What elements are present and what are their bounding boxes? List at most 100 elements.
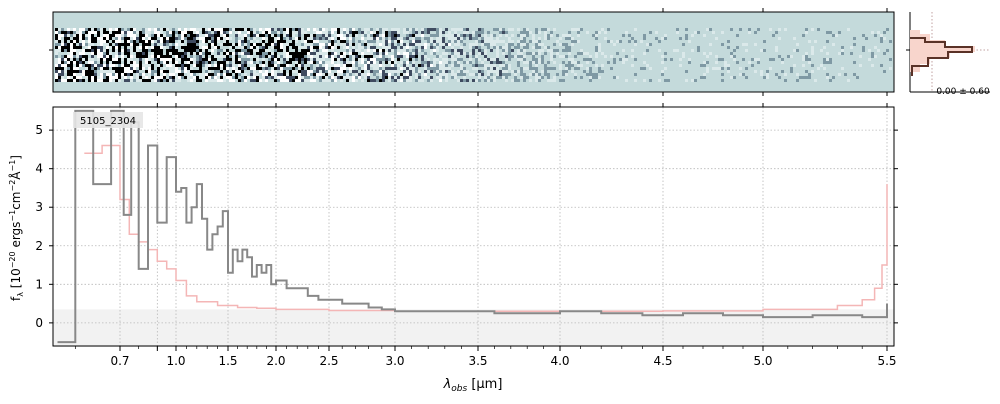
pixel-2d (556, 73, 559, 76)
pixel-2d (139, 61, 142, 64)
pixel-2d (679, 37, 682, 40)
pixel-2d (598, 76, 601, 79)
pixel-2d (550, 55, 553, 58)
pixel-2d (460, 67, 463, 70)
pixel-2d (100, 46, 103, 49)
pixel-2d (586, 73, 589, 76)
pixel-2d (490, 79, 493, 82)
pixel-2d (277, 64, 280, 67)
pixel-2d (178, 52, 181, 55)
pixel-2d (352, 49, 355, 52)
pixel-2d (190, 28, 193, 31)
pixel-2d (373, 61, 376, 64)
pixel-2d (478, 79, 481, 82)
pixel-2d (187, 46, 190, 49)
pixel-2d (532, 67, 535, 70)
pixel-2d (355, 61, 358, 64)
pixel-2d (295, 46, 298, 49)
pixel-2d (199, 64, 202, 67)
pixel-2d (487, 58, 490, 61)
pixel-2d (373, 40, 376, 43)
pixel-2d (391, 64, 394, 67)
pixel-2d (262, 79, 265, 82)
pixel-2d (307, 28, 310, 31)
pixel-2d (229, 64, 232, 67)
pixel-2d (436, 31, 439, 34)
pixel-2d (142, 49, 145, 52)
pixel-2d (253, 64, 256, 67)
pixel-2d (439, 40, 442, 43)
pixel-2d (331, 61, 334, 64)
pixel-2d (328, 43, 331, 46)
pixel-2d (376, 31, 379, 34)
pixel-2d (406, 52, 409, 55)
pixel-2d (442, 52, 445, 55)
pixel-2d (175, 37, 178, 40)
pixel-2d (556, 49, 559, 52)
pixel-2d (526, 76, 529, 79)
pixel-2d (481, 28, 484, 31)
pixel-2d (346, 61, 349, 64)
pixel-2d (379, 58, 382, 61)
pixel-2d (91, 52, 94, 55)
pixel-2d (157, 46, 160, 49)
pixel-2d (67, 79, 70, 82)
pixel-2d (226, 49, 229, 52)
pixel-2d (766, 73, 769, 76)
pixel-2d (175, 31, 178, 34)
pixel-2d (142, 40, 145, 43)
pixel-2d (319, 55, 322, 58)
pixel-2d (520, 34, 523, 37)
pixel-2d (418, 49, 421, 52)
pixel-2d (454, 34, 457, 37)
pixel-2d (448, 49, 451, 52)
pixel-2d (346, 55, 349, 58)
pixel-2d (421, 46, 424, 49)
pixel-2d (70, 64, 73, 67)
pixel-2d (232, 28, 235, 31)
pixel-2d (406, 31, 409, 34)
pixel-2d (331, 40, 334, 43)
pixel-2d (214, 55, 217, 58)
pixel-2d (184, 67, 187, 70)
pixel-2d (271, 52, 274, 55)
pixel-2d (286, 28, 289, 31)
pixel-2d (205, 34, 208, 37)
pixel-2d (247, 58, 250, 61)
pixel-2d (166, 61, 169, 64)
pixel-2d (586, 31, 589, 34)
pixel-2d (490, 58, 493, 61)
pixel-2d (394, 49, 397, 52)
pixel-2d (385, 31, 388, 34)
pixel-2d (664, 67, 667, 70)
pixel-2d (766, 76, 769, 79)
pixel-2d (715, 67, 718, 70)
pixel-2d (55, 34, 58, 37)
pixel-2d (727, 64, 730, 67)
pixel-2d (301, 79, 304, 82)
pixel-2d (583, 58, 586, 61)
pixel-2d (379, 70, 382, 73)
pixel-2d (793, 49, 796, 52)
pixel-2d (70, 49, 73, 52)
pixel-2d (478, 64, 481, 67)
pixel-2d (172, 37, 175, 40)
pixel-2d (130, 76, 133, 79)
pixel-2d (595, 76, 598, 79)
pixel-2d (739, 67, 742, 70)
pixel-2d (352, 28, 355, 31)
series-flux-line (57, 109, 888, 344)
pixel-2d (517, 40, 520, 43)
pixel-2d (559, 79, 562, 82)
pixel-2d (517, 64, 520, 67)
pixel-2d (337, 64, 340, 67)
pixel-2d (565, 43, 568, 46)
pixel-2d (316, 67, 319, 70)
pixel-2d (217, 79, 220, 82)
pixel-2d (373, 73, 376, 76)
pixel-2d (478, 28, 481, 31)
pixel-2d (382, 46, 385, 49)
pixel-2d (262, 76, 265, 79)
pixel-2d (199, 28, 202, 31)
pixel-2d (538, 37, 541, 40)
